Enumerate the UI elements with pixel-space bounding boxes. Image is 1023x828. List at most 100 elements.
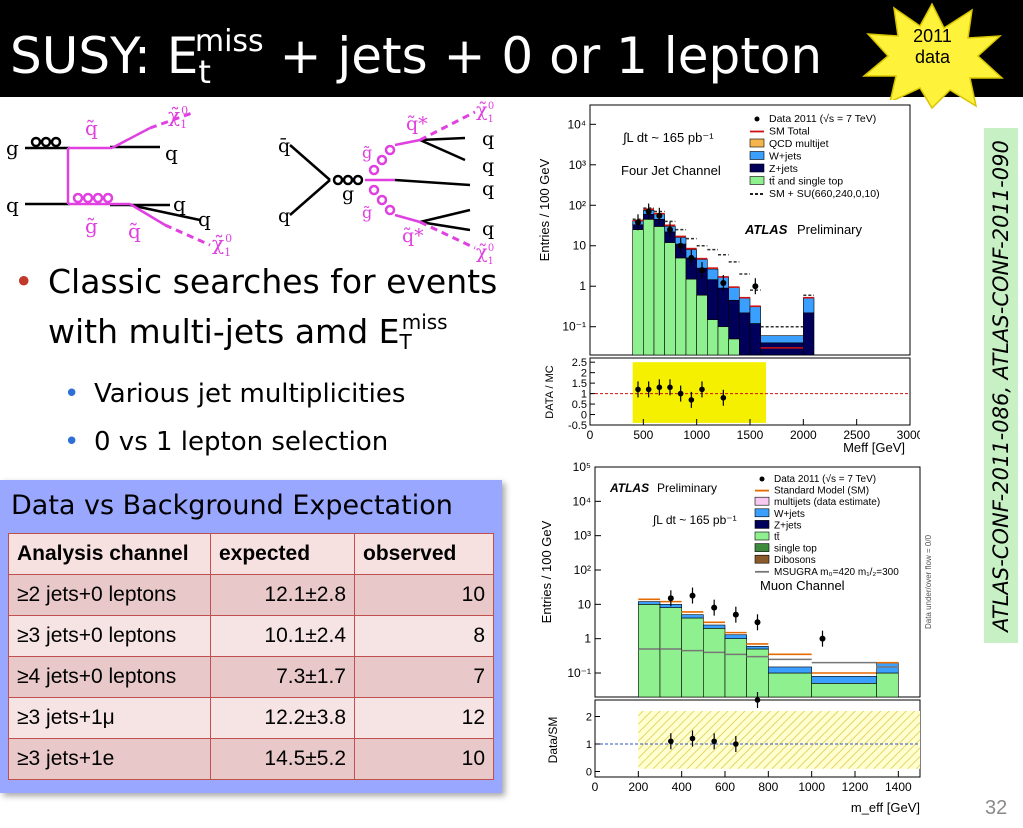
data-point	[689, 592, 696, 599]
label-squark-2: q̃	[128, 219, 141, 243]
label-squarkstar-1: q̃*	[406, 113, 428, 135]
col-header-channel: Analysis channel	[8, 533, 211, 575]
hist-bar-ttbar	[811, 683, 877, 698]
legend-marker	[759, 476, 765, 482]
legend-marker	[754, 543, 770, 552]
conference-note: ATLAS-CONF-2011-086, ATLAS-CONF-2011-090	[989, 139, 1013, 632]
legend-entry: W+jets	[769, 151, 801, 163]
ratio-point	[688, 397, 695, 403]
hist-bar-wjets	[876, 662, 899, 674]
label-gluon-right: g	[342, 183, 354, 205]
hist-bar-wjets	[749, 305, 761, 324]
label-squarkstar-2: q̃*	[402, 225, 424, 247]
label-neutralino-r2: χ̃10	[476, 241, 494, 265]
hist-bar-ttbar	[703, 628, 726, 698]
label-gluino-r2: g̃	[362, 203, 372, 222]
hist-bar-ttbar	[717, 326, 729, 356]
y-tick-label: 10²	[574, 563, 591, 577]
legend-marker	[754, 531, 770, 541]
ratio-tick-label: 0	[586, 767, 592, 779]
plot2-ylabel: Entries / 100 GeV	[539, 520, 554, 623]
hist-bar-wjets	[724, 634, 747, 639]
label-quark-r1: q	[482, 128, 494, 150]
ratio-point	[645, 386, 652, 393]
hist-bar-zjets	[717, 287, 729, 328]
y-tick-label: 10⁴	[567, 117, 586, 131]
hist-bar-ttbar	[643, 219, 655, 356]
col-header-expected: expected	[210, 533, 355, 575]
label-quark-r4: q	[482, 218, 494, 240]
badge-data: data	[914, 47, 951, 67]
badge-year: 2011	[913, 26, 952, 46]
table-row: ≥3 jets+0 leptons 10.1±2.4 8	[8, 615, 494, 657]
data-point	[754, 619, 761, 626]
hist-bar-zjets	[760, 342, 804, 356]
title-bar	[0, 0, 1023, 97]
bullet-sub-1: • Various jet multiplicities	[10, 370, 510, 418]
bullet-list: • Classic searches for events with multi-j…	[10, 262, 510, 466]
legend-entry: Z+jets	[774, 520, 802, 531]
ratio-point	[699, 386, 705, 393]
hist-bar-wjets	[739, 297, 751, 314]
conference-note-box: ATLAS-CONF-2011-086, ATLAS-CONF-2011-090	[984, 128, 1018, 643]
hist-bar-ttbar	[707, 319, 719, 356]
y-tick-label: 10³	[569, 158, 586, 172]
y-tick-label: 10	[573, 239, 587, 253]
feynman-diagram-left: g q q q q q̃ g̃ q̃ χ̃10 χ̃10	[6, 103, 232, 259]
hist-bar-wjets	[681, 614, 704, 619]
cell-expected: 7.3±1.7	[210, 656, 355, 698]
ratio-tick-label: 2	[586, 712, 592, 724]
cell-expected: 12.2±3.8	[210, 697, 355, 739]
y-tick-label: 1	[579, 279, 586, 293]
ratio-point	[689, 735, 696, 742]
table-row: ≥3 jets+1e 14.5±5.2 10	[8, 738, 494, 780]
hist-bar-ttbar	[876, 672, 899, 698]
legend-entry: single top	[774, 544, 817, 555]
data-point	[667, 595, 674, 602]
y-tick-label: 10²	[569, 198, 586, 212]
cell-expected: 12.1±2.8	[210, 574, 355, 616]
legend-entry: tt̄ and single top	[769, 175, 843, 187]
x-tick-label: 1500	[737, 428, 764, 442]
x-tick-label: 500	[633, 428, 653, 442]
ratio-point	[668, 738, 674, 745]
x-tick-label: 3000	[897, 428, 920, 442]
legend-entry: Data 2011 (√s = 7 TeV)	[769, 113, 876, 125]
year-badge: 2011 data	[860, 2, 1005, 110]
legend-marker	[754, 520, 770, 529]
ratio-tick-label: 2	[581, 368, 587, 380]
cell-channel: ≥2 jets+0 leptons	[8, 574, 211, 616]
x-tick-label: 1400	[885, 780, 912, 794]
label-quark-in: q	[6, 193, 19, 217]
ratio-tick-label: 0.5	[572, 399, 587, 411]
x-tick-label: 200	[628, 780, 648, 794]
ratio-point	[720, 394, 727, 401]
results-panel-title: Data vs Background Expectation	[11, 490, 453, 521]
data-point	[635, 219, 641, 226]
legend-entry: Standard Model (SM)	[774, 486, 869, 497]
hist-bar-ttbar	[632, 229, 644, 356]
bullet-dot-icon: •	[14, 262, 34, 301]
plot1-atlas-label: ATLAS	[744, 222, 788, 237]
hist-bar-ttbar	[638, 604, 661, 698]
x-tick-label: 800	[758, 780, 778, 794]
label-gluino-r1: g̃	[362, 143, 372, 162]
label-quark-r2: q	[482, 155, 494, 177]
hist-bar-zjets	[803, 312, 815, 356]
cell-observed: 12	[354, 697, 494, 739]
label-quark-r3: q	[482, 178, 494, 200]
bullet-main: • Classic searches for events with multi-j…	[14, 262, 498, 354]
data-point	[752, 283, 759, 290]
bullet-dot-icon: •	[64, 427, 80, 457]
x-tick-label: 1000	[683, 428, 710, 442]
hist-bar-wjets	[811, 676, 877, 684]
plot1-channel: Four Jet Channel	[621, 163, 721, 178]
cell-observed: 10	[354, 574, 494, 616]
cell-observed: 7	[354, 656, 494, 698]
legend-marker	[749, 138, 765, 148]
four-jet-meff-plot: 10⁻¹11010²10³10⁴050010001500200025003000…	[535, 100, 920, 460]
data-point	[645, 208, 652, 215]
hist-bar-wjets	[760, 335, 804, 344]
hist-bar-wjets	[768, 666, 812, 674]
